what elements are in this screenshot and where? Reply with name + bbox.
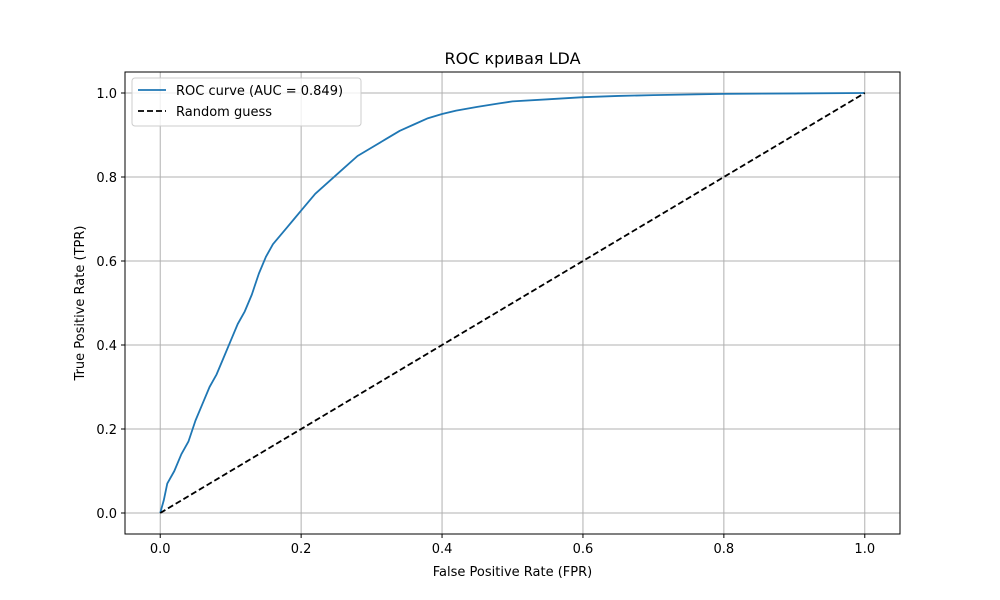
roc-curve-line [159,92,865,514]
x-tick-label: 0.0 [150,542,171,557]
y-tick-label: 1.0 [96,87,117,102]
legend: ROC curve (AUC = 0.849) Random guess [131,77,362,127]
x-tick-label: 0.2 [291,542,312,557]
x-tick-label: 0.4 [432,542,453,557]
random-guess-line [159,92,866,514]
y-tick-label: 0.6 [96,255,117,270]
y-axis-label: True Positive Rate (TPR) [73,226,88,382]
ticks: 0.0 0.2 0.4 0.6 0.8 1.0 0.0 0.2 0.4 0.6 0.8 1.0 [96,87,875,557]
legend-label-roc: ROC curve (AUC = 0.849) [176,84,343,99]
legend-box [131,77,362,127]
x-tick-label: 0.6 [573,542,594,557]
x-tick-label: 0.8 [714,542,735,557]
x-tick-label: 1.0 [854,542,875,557]
legend-label-random: Random guess [176,105,272,120]
plot-frame [124,71,901,535]
y-tick-label: 0.4 [96,339,117,354]
y-tick-label: 0.2 [96,423,117,438]
chart-title: ROC кривая LDA [444,49,580,68]
y-tick-label: 0.8 [96,171,117,186]
series-layer [159,92,866,514]
y-tick-label: 0.0 [96,507,117,522]
x-axis-label: False Positive Rate (FPR) [433,565,592,580]
